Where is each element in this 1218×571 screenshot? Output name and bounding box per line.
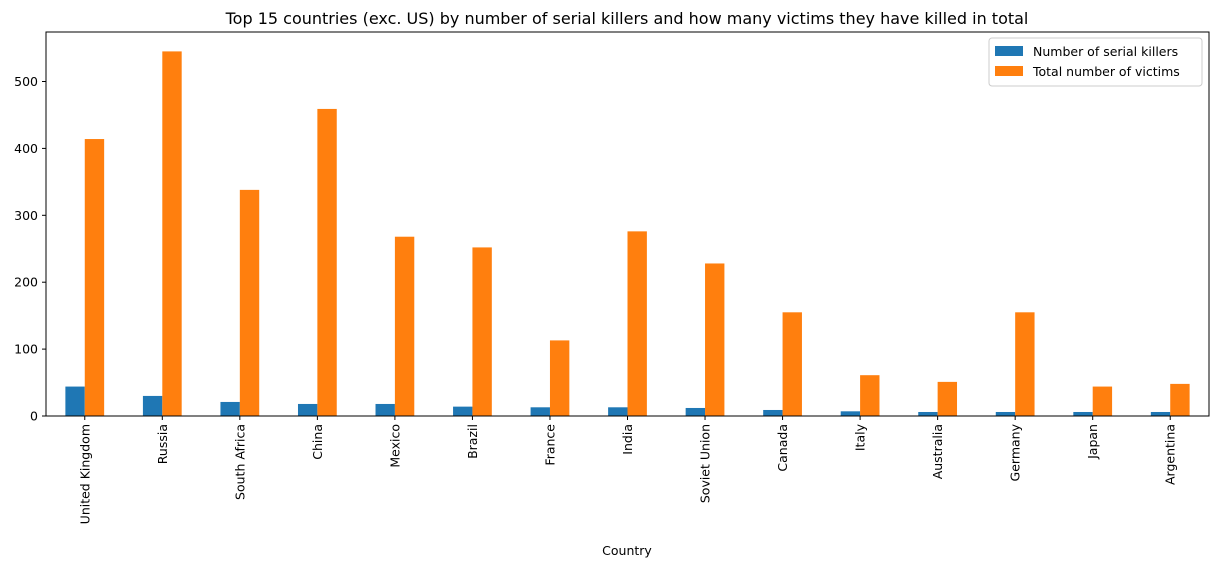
bar-victims [472, 247, 492, 416]
chart-title: Top 15 countries (exc. US) by number of … [225, 9, 1029, 28]
bar-serial-killers [297, 403, 318, 416]
legend-label: Number of serial killers [1033, 44, 1178, 59]
bar-victims [162, 51, 182, 416]
bar-serial-killers [918, 411, 938, 416]
bar-victims [1015, 312, 1035, 416]
y-tick-label: 0 [30, 409, 38, 424]
bar-serial-killers [1073, 411, 1093, 416]
x-tick-label: France [542, 424, 557, 466]
bar-serial-killers [220, 401, 240, 416]
bar-victims [627, 231, 647, 416]
y-tick-label: 400 [14, 141, 38, 156]
y-tick-label: 100 [14, 342, 38, 357]
bar-victims [860, 375, 880, 416]
bar-serial-killers [375, 403, 395, 416]
y-tick-label: 300 [14, 208, 38, 223]
legend: Number of serial killers Total number of … [988, 37, 1203, 87]
bar-victims [705, 263, 725, 416]
x-tick-label: Australia [930, 424, 945, 479]
x-tick-label: India [620, 424, 635, 455]
bar-serial-killers [65, 386, 85, 416]
x-tick-label: Argentina [1163, 424, 1178, 485]
bar-victims [394, 236, 415, 416]
x-tick-label: Brazil [465, 424, 480, 459]
legend-label: Total number of victims [1032, 64, 1180, 79]
x-tick-label: Mexico [387, 424, 402, 468]
x-tick-label: China [310, 424, 325, 460]
plot-area: 0 100 200 300 400 500 United Kingdom Russia Sout… [14, 31, 1210, 524]
legend-box [988, 37, 1203, 87]
bar-serial-killers [763, 409, 783, 416]
bar-victims [782, 312, 802, 416]
y-tick-label: 500 [14, 74, 38, 89]
bar-victims [317, 108, 337, 416]
y-tick-label: 200 [14, 275, 38, 290]
x-tick-label: Soviet Union [698, 424, 713, 503]
bar-serial-killers [840, 411, 861, 416]
bar-serial-killers [530, 407, 550, 416]
x-tick-label: Russia [155, 424, 170, 464]
bar-victims [1170, 383, 1190, 416]
bar-serial-killers [142, 395, 163, 416]
x-tick-label: United Kingdom [77, 424, 92, 524]
x-tick-label: Canada [775, 424, 790, 472]
bar-victims [1092, 386, 1113, 416]
x-axis-title: Country [602, 543, 652, 558]
bar-victims [84, 139, 105, 416]
bar-serial-killers [453, 406, 473, 416]
bar-serial-killers [685, 407, 706, 416]
bar-serial-killers [995, 411, 1016, 416]
bar-serial-killers [1150, 411, 1171, 416]
x-tick-label: Italy [853, 423, 868, 451]
bar-serial-killers [608, 407, 628, 416]
bar-victims [937, 381, 958, 416]
x-tick-label: Japan [1085, 424, 1100, 460]
x-tick-label: South Africa [232, 424, 247, 500]
bar-victims [549, 340, 570, 416]
legend-swatch [995, 46, 1023, 56]
x-tick-label: Germany [1008, 423, 1023, 481]
legend-swatch [995, 66, 1023, 76]
bar-victims [239, 189, 260, 416]
